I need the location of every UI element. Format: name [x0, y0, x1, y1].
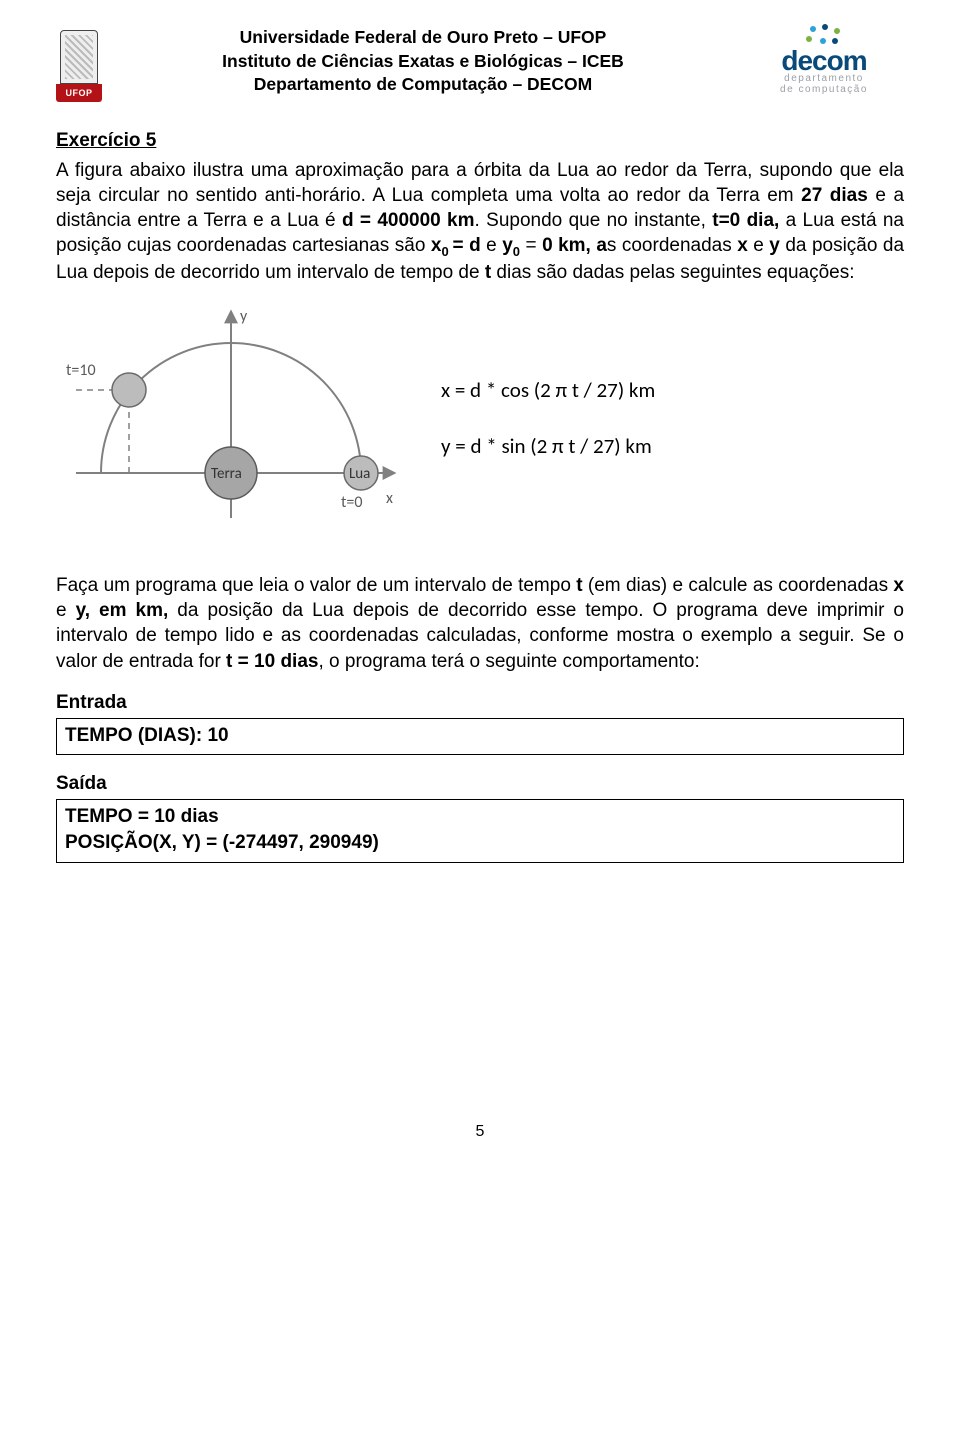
text: e [56, 600, 76, 621]
decom-sub2: de computação [780, 84, 868, 95]
text: dias são dadas pelas seguintes equações: [491, 262, 854, 283]
entrada-label: Entrada [56, 692, 904, 714]
equations-column: x = d * cos (2 π t / 27) km y = d * sin … [441, 377, 655, 459]
page-number: 5 [56, 1123, 904, 1141]
header-line1: Universidade Federal de Ouro Preto – UFO… [102, 26, 744, 50]
label-x: x [386, 489, 393, 508]
exercise-paragraph-2: Faça um programa que leia o valor de um … [56, 573, 904, 673]
bold-x0: x [431, 235, 442, 256]
bold-x: x [893, 575, 904, 596]
text: (em dias) e calcule as coordenadas [583, 575, 894, 596]
page-header: UFOP Universidade Federal de Ouro Preto … [56, 24, 904, 102]
bold-y: y [769, 235, 780, 256]
text: e [481, 235, 503, 256]
bold-y0-sub: 0 [513, 244, 520, 259]
ufop-bar-label: UFOP [56, 84, 102, 102]
entrada-box: TEMPO (DIAS): 10 [56, 718, 904, 756]
bold-x: x [737, 235, 748, 256]
header-line2: Instituto de Ciências Exatas e Biológica… [102, 50, 744, 74]
header-line3: Departamento de Computação – DECOM [102, 73, 744, 97]
header-titles: Universidade Federal de Ouro Preto – UFO… [102, 24, 744, 97]
text: A figura abaixo ilustra uma aproximação … [56, 160, 904, 206]
figure-equations-row: t=10 y x Terra Lua t=0 x = d * cos (2 π … [56, 303, 904, 533]
bold-y-km: y, em km, [76, 600, 169, 621]
exercise-paragraph-1: A figura abaixo ilustra uma aproximação … [56, 158, 904, 285]
text: e [748, 235, 770, 256]
equation-x: x = d * cos (2 π t / 27) km [441, 377, 655, 403]
text: . Supondo que no instante, [475, 210, 713, 231]
text: , o programa terá o seguinte comportamen… [318, 651, 699, 672]
bold-0km: 0 km, a [542, 235, 607, 256]
decom-word: decom [781, 48, 866, 73]
moon-t10-icon [112, 373, 146, 407]
label-t0: t=0 [341, 493, 362, 512]
page: UFOP Universidade Federal de Ouro Preto … [0, 0, 960, 1181]
saida-box: TEMPO = 10 dias POSIÇÃO(X, Y) = (-274497… [56, 799, 904, 862]
decom-logo: decom departamento de computação [744, 24, 904, 95]
orbit-figure: t=10 y x Terra Lua t=0 [56, 303, 401, 533]
label-terra: Terra [211, 465, 242, 483]
label-lua: Lua [349, 465, 370, 483]
bold-t0: t=0 dia, [712, 210, 779, 231]
label-y: y [240, 307, 248, 326]
bold-y0: y [502, 235, 513, 256]
bold-d: d = 400000 km [342, 210, 475, 231]
ufop-logo: UFOP [56, 24, 102, 102]
equation-y: y = d * sin (2 π t / 27) km [441, 433, 655, 459]
text: = [520, 235, 542, 256]
bold-x0-eq: = d [453, 235, 481, 256]
saida-label: Saída [56, 773, 904, 795]
saida-line1: TEMPO = 10 dias [65, 804, 895, 830]
bold-t10: t = 10 dias [226, 651, 318, 672]
decom-sub1: departamento [784, 73, 864, 84]
entrada-line: TEMPO (DIAS): 10 [65, 723, 895, 749]
decom-dots-icon [804, 24, 844, 46]
text: s coordenadas [607, 235, 737, 256]
saida-line2: POSIÇÃO(X, Y) = (-274497, 290949) [65, 830, 895, 856]
label-t10: t=10 [66, 361, 96, 380]
bold-x0-sub: 0 [441, 244, 452, 259]
bold-27dias: 27 dias [801, 185, 868, 206]
exercise-title: Exercício 5 [56, 130, 904, 152]
text: Faça um programa que leia o valor de um … [56, 575, 576, 596]
ufop-crest-icon [60, 30, 98, 84]
orbit-svg: t=10 y x Terra Lua t=0 [56, 303, 401, 533]
